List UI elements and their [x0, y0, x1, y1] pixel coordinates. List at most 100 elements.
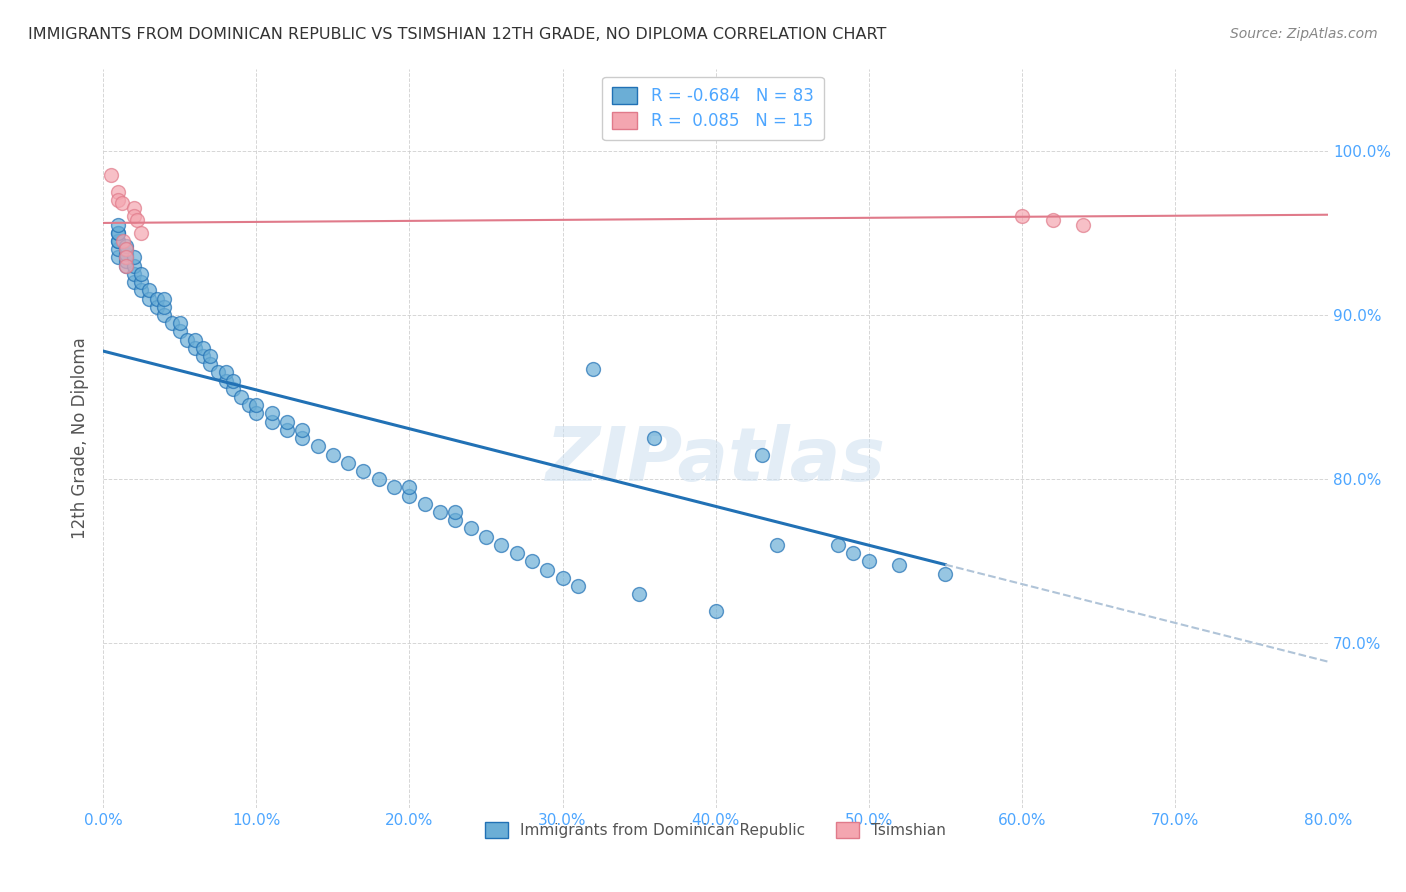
- Point: [1071, 218, 1094, 232]
- Point: [460, 521, 482, 535]
- Point: [704, 604, 727, 618]
- Point: [291, 431, 314, 445]
- Point: [115, 259, 138, 273]
- Point: [115, 239, 138, 253]
- Point: [413, 497, 436, 511]
- Point: [110, 196, 132, 211]
- Point: [184, 341, 207, 355]
- Point: [222, 374, 245, 388]
- Point: [131, 267, 153, 281]
- Point: [122, 275, 145, 289]
- Point: [153, 308, 176, 322]
- Point: [122, 259, 145, 273]
- Point: [505, 546, 527, 560]
- Point: [125, 212, 148, 227]
- Point: [842, 546, 865, 560]
- Point: [122, 201, 145, 215]
- Point: [138, 283, 160, 297]
- Point: [643, 431, 665, 445]
- Point: [307, 439, 329, 453]
- Point: [115, 251, 138, 265]
- Text: Source: ZipAtlas.com: Source: ZipAtlas.com: [1230, 27, 1378, 41]
- Point: [229, 390, 252, 404]
- Point: [628, 587, 651, 601]
- Point: [115, 242, 138, 256]
- Point: [214, 366, 236, 380]
- Point: [112, 234, 135, 248]
- Point: [398, 489, 420, 503]
- Point: [107, 226, 129, 240]
- Point: [115, 259, 138, 273]
- Point: [160, 316, 183, 330]
- Point: [131, 283, 153, 297]
- Point: [475, 530, 498, 544]
- Point: [491, 538, 513, 552]
- Point: [131, 226, 153, 240]
- Point: [138, 292, 160, 306]
- Point: [107, 242, 129, 256]
- Point: [200, 349, 222, 363]
- Point: [520, 554, 543, 568]
- Point: [115, 251, 138, 265]
- Point: [276, 415, 298, 429]
- Point: [858, 554, 880, 568]
- Point: [238, 398, 260, 412]
- Point: [889, 558, 911, 572]
- Point: [169, 316, 191, 330]
- Point: [107, 226, 129, 240]
- Point: [766, 538, 789, 552]
- Point: [191, 349, 214, 363]
- Point: [291, 423, 314, 437]
- Point: [107, 251, 129, 265]
- Point: [222, 382, 245, 396]
- Point: [153, 292, 176, 306]
- Point: [122, 267, 145, 281]
- Point: [115, 247, 138, 261]
- Legend: Immigrants from Dominican Republic, Tsimshian: Immigrants from Dominican Republic, Tsim…: [479, 816, 952, 845]
- Point: [184, 333, 207, 347]
- Point: [107, 234, 129, 248]
- Point: [214, 374, 236, 388]
- Point: [176, 333, 198, 347]
- Point: [398, 480, 420, 494]
- Point: [827, 538, 849, 552]
- Point: [444, 513, 467, 527]
- Text: ZIPatlas: ZIPatlas: [546, 424, 886, 497]
- Point: [153, 300, 176, 314]
- Point: [582, 362, 605, 376]
- Point: [367, 472, 389, 486]
- Point: [145, 300, 167, 314]
- Point: [122, 210, 145, 224]
- Point: [207, 366, 229, 380]
- Point: [934, 567, 956, 582]
- Point: [1042, 212, 1064, 227]
- Point: [429, 505, 451, 519]
- Point: [382, 480, 405, 494]
- Point: [107, 193, 129, 207]
- Point: [551, 571, 574, 585]
- Point: [122, 251, 145, 265]
- Point: [200, 357, 222, 371]
- Point: [107, 234, 129, 248]
- Y-axis label: 12th Grade, No Diploma: 12th Grade, No Diploma: [72, 337, 89, 539]
- Point: [145, 292, 167, 306]
- Point: [191, 341, 214, 355]
- Point: [260, 407, 283, 421]
- Point: [245, 407, 267, 421]
- Point: [536, 563, 558, 577]
- Point: [107, 185, 129, 199]
- Point: [115, 242, 138, 256]
- Point: [115, 253, 138, 268]
- Text: IMMIGRANTS FROM DOMINICAN REPUBLIC VS TSIMSHIAN 12TH GRADE, NO DIPLOMA CORRELATI: IMMIGRANTS FROM DOMINICAN REPUBLIC VS TS…: [28, 27, 887, 42]
- Point: [107, 218, 129, 232]
- Point: [352, 464, 374, 478]
- Point: [751, 448, 773, 462]
- Point: [1011, 210, 1033, 224]
- Point: [337, 456, 360, 470]
- Point: [260, 415, 283, 429]
- Point: [169, 324, 191, 338]
- Point: [276, 423, 298, 437]
- Point: [444, 505, 467, 519]
- Point: [131, 275, 153, 289]
- Point: [322, 448, 344, 462]
